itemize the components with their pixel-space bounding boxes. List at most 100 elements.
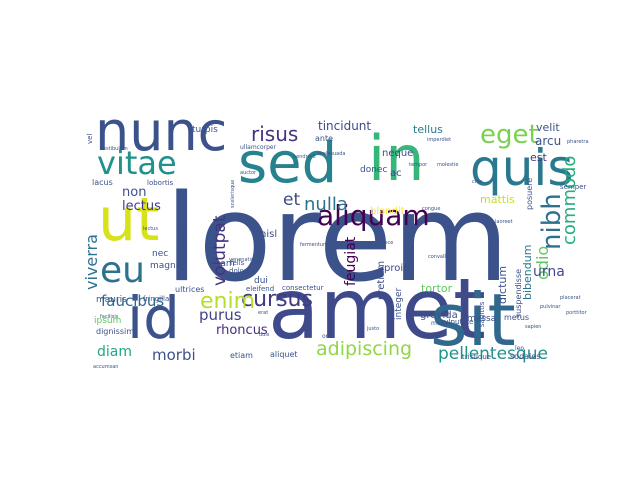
word-congue: congue [422,206,440,212]
word-nisl: nisl [260,229,277,240]
word-aliquam: aliquam [317,199,430,232]
word-diam: diam [97,344,132,360]
word-quam: quam [209,259,235,269]
word-ultrices: ultrices [175,285,204,294]
word-non: non [122,185,146,200]
word-tempor: tempor [409,162,428,168]
word-suspendisse: suspendisse [514,269,523,318]
word-sodales: sodales [510,352,540,361]
word-pellentesque: pellentesque [438,344,548,364]
word-pretium: pretium [376,261,387,300]
word-mollis: mollis [431,320,449,327]
word-tortor: tortor [421,282,453,295]
word-nibh: nibh [537,193,567,250]
word-laoreet: laoreet [495,219,513,225]
word-lectus: lectus [143,226,158,232]
word-leo: leo [515,345,524,352]
word-fermentum: fermentum [300,242,328,248]
word-imperdiet: imperdiet [427,137,451,143]
word-mauris: mauris [96,295,127,305]
word-dignissim: dignissim [96,327,134,336]
word-enim: enim [200,289,255,314]
word-bibendum: bibendum [521,245,534,300]
word-urna: urna [533,264,565,280]
word-scelerisque: scelerisque [230,180,236,208]
word-velit: velit [536,121,560,134]
word-vulputate: vulputate [440,318,474,326]
word-pulvinar: pulvinar [540,304,561,310]
word-nulla: nulla [304,194,348,215]
word-magna: magna [150,261,181,271]
word-lobortis: lobortis [147,179,174,187]
word-ut: ut [98,185,160,255]
word-consectetur: consectetur [282,284,324,292]
word-gravida: gravida [420,310,458,321]
word-donec: donec [360,165,387,175]
word-vestibulum: vestibulum [100,146,128,152]
word-accumsan: accumsan [93,364,118,370]
word-dictum: dictum [496,266,509,304]
word-auctor: auctor [240,170,257,176]
word-tincidunt: tincidunt [318,119,371,133]
word-convallis: convallis [428,254,450,260]
word-ullamcorper: ullamcorper [240,144,277,151]
word-ac: ac [390,168,402,179]
word-semper: semper [560,183,587,191]
word-fusce: fusce [380,240,393,246]
word-faucibus: faucibus [101,292,164,310]
word-nec: nec [152,249,168,259]
word-justo: justo [366,326,379,332]
word-proin: proin [384,263,409,274]
word-hendrerit: hendrerit [293,154,316,160]
word-elementum: elementum [448,221,454,250]
word-pharetra: pharetra [567,139,589,145]
word-vitae: vitae [97,144,177,182]
word-placerat: placerat [560,295,581,301]
word-amet: amet [268,260,486,358]
word-odio: odio [533,246,552,280]
word-eu: eu [100,250,145,291]
word-duis: duis [259,332,270,338]
word-blandit: blandit [370,206,405,217]
word-eleifend: eleifend [246,285,274,293]
word-est: est [530,151,547,164]
word-sapien: sapien [525,324,541,330]
word-ante: ante [315,134,333,143]
word-aliquet: aliquet [270,350,298,359]
word-volutpat: volutpat [210,215,230,286]
word-mattis: mattis [480,193,515,206]
word-lectus: lectus [122,199,161,214]
word-dolor: dolor [229,267,247,275]
word-id: id [127,284,180,352]
word-nunc: nunc [95,100,227,163]
word-morbi: morbi [152,346,196,364]
word-cras: cras [472,179,483,185]
word-porttitor: porttitor [566,310,588,316]
word-vel: vel [86,134,94,144]
word-sed: sed [238,131,337,196]
word-quis: quis [470,139,573,197]
word-in: in [368,122,425,195]
word-egestas: egestas [177,227,188,266]
word-fringilla: fringilla [143,295,169,303]
word-viverra: viverra [82,234,101,290]
word-etiam: etiam [230,351,253,360]
word-posuere: posuere [525,178,534,210]
word-lacus: lacus [92,178,113,187]
word-risus: risus [251,122,298,146]
word-feugiat: feugiat [343,236,359,286]
word-facilisis: facilisis [100,314,119,320]
word-turpis: turpis [192,125,218,135]
word-et: et [283,190,300,210]
word-venenatis: venenatis [229,257,254,263]
word-sagittis: sagittis [478,301,486,327]
word-sit: sit [430,278,516,362]
word-massa: massa [467,314,496,324]
word-adipiscing: adipiscing [316,338,412,360]
word-neque: neque [382,148,413,159]
word-arcu: arcu [535,134,561,148]
word-commodo: commodo [559,156,580,245]
word-dui: dui [254,276,268,286]
